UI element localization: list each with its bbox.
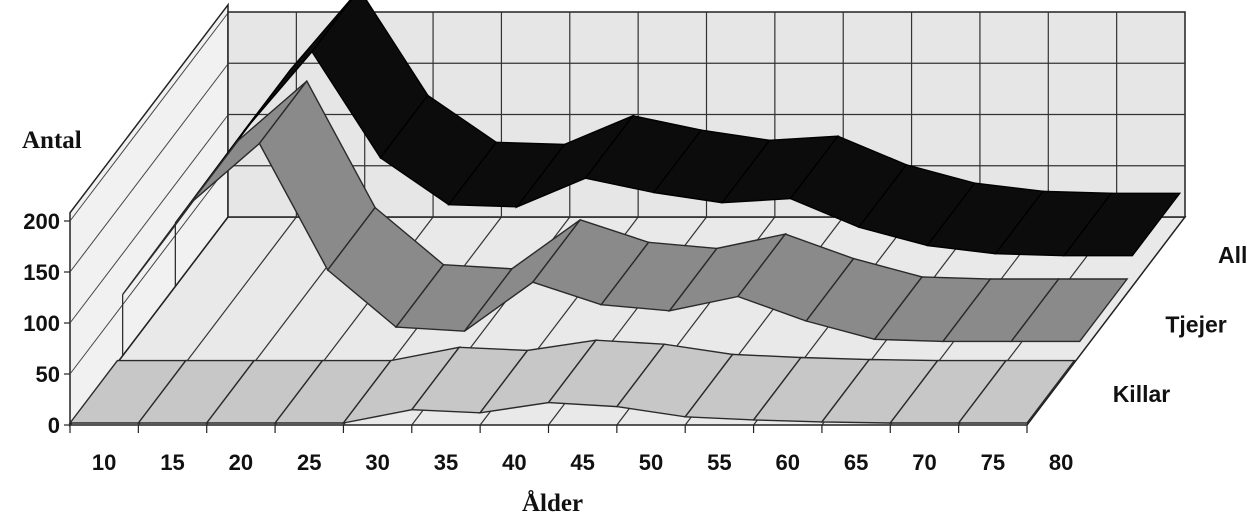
y-tick-label: 0 bbox=[48, 413, 60, 438]
x-tick-label: 70 bbox=[912, 450, 936, 475]
chart-labels: 0 50 100 150 200 10 15 20 25 30 35 40 45 50 55 60 65 70 75… bbox=[23, 209, 1247, 475]
y-axis-title: Antal bbox=[22, 127, 82, 154]
ribbon-segment bbox=[243, 0, 353, 132]
y-tick-label: 150 bbox=[23, 260, 60, 285]
series-label-killar: Killar bbox=[1113, 381, 1171, 407]
chart-series bbox=[68, 0, 1182, 425]
left-wall-grid-line bbox=[69, 114, 229, 324]
left-wall-grid-line bbox=[69, 63, 229, 273]
x-tick-label: 75 bbox=[981, 450, 1005, 475]
x-tick-label: 15 bbox=[160, 450, 184, 475]
ribbon-segment bbox=[1009, 278, 1129, 343]
x-tick-label: 20 bbox=[229, 450, 253, 475]
x-tick-label: 30 bbox=[365, 450, 389, 475]
y-tick-label: 200 bbox=[23, 209, 60, 234]
x-tick-label: 40 bbox=[502, 450, 526, 475]
series-label-alla: Alla bbox=[1218, 242, 1247, 268]
x-tick-label: 60 bbox=[776, 450, 800, 475]
x-tick-label: 35 bbox=[434, 450, 458, 475]
x-tick-label: 55 bbox=[707, 450, 731, 475]
left-wall-grid-line bbox=[69, 165, 229, 375]
x-axis-title: Ålder bbox=[522, 489, 583, 517]
y-tick-label: 50 bbox=[36, 362, 60, 387]
x-tick-label: 45 bbox=[570, 450, 594, 475]
series-tjejer bbox=[122, 79, 1129, 356]
x-tick-label: 50 bbox=[639, 450, 663, 475]
x-tick-label: 10 bbox=[92, 450, 116, 475]
series-killar bbox=[68, 339, 1076, 425]
ribbon-segment bbox=[957, 359, 1076, 424]
y-tick-label: 100 bbox=[23, 311, 60, 336]
ribbon-segment bbox=[1062, 192, 1182, 257]
left-wall-grid-line bbox=[69, 12, 229, 222]
series-label-tjejer: Tjejer bbox=[1165, 311, 1226, 337]
x-tick-label: 80 bbox=[1049, 450, 1073, 475]
x-tick-label: 25 bbox=[297, 450, 321, 475]
x-tick-label: 65 bbox=[844, 450, 868, 475]
